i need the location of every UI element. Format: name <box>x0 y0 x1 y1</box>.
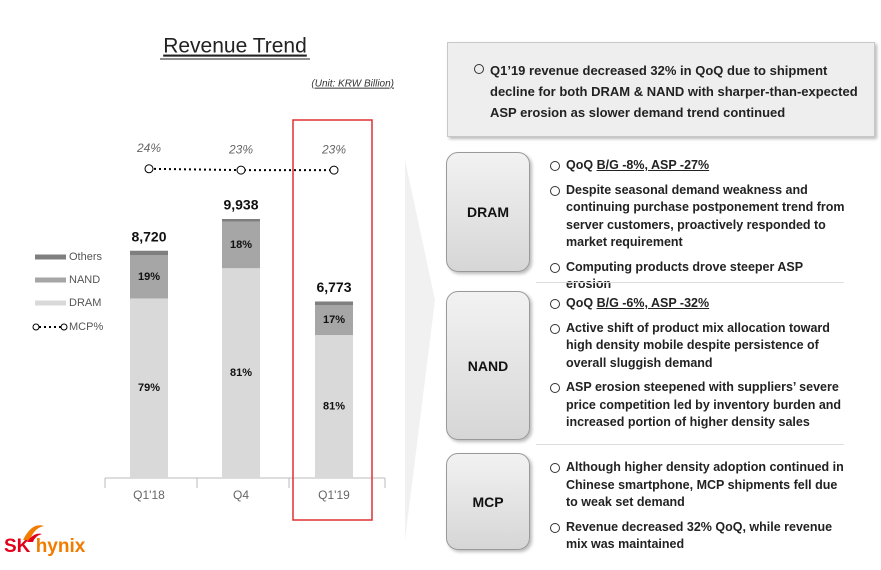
mcp-label: 24% <box>136 141 161 155</box>
x-tick-label: Q1'19 <box>318 488 350 502</box>
bullet-text: Computing products drove steeper ASP ero… <box>566 259 803 292</box>
section-label: NAND <box>446 291 530 440</box>
value-label: 19% <box>138 271 160 283</box>
bullet: ASP erosion steepened with suppliers’ se… <box>550 379 850 432</box>
total-label: 6,773 <box>316 279 351 295</box>
legend-point <box>60 323 68 331</box>
chevron <box>405 160 435 540</box>
value-label: 81% <box>230 367 252 379</box>
separator <box>536 444 844 445</box>
bullet-text: Although higher density adoption continu… <box>566 460 844 509</box>
bullet-list: QoQ B/G -8%, ASP -27% Despite seasonal de… <box>550 157 850 301</box>
logo: SK hynix <box>4 536 85 558</box>
bullet: QoQ B/G -8%, ASP -27% <box>550 157 850 175</box>
total-label: 9,938 <box>223 197 258 213</box>
logo-name: hynix <box>35 536 86 557</box>
separator <box>536 282 844 283</box>
bullet-underlined: B/G -6%, ASP -32% <box>596 296 710 310</box>
logo-mark <box>23 525 44 542</box>
bullet-underlined: B/G -8%, ASP -27% <box>596 158 710 172</box>
bullet-text: QoQ <box>566 296 597 310</box>
bullet-list: Although higher density adoption continu… <box>550 459 850 561</box>
value-label: 17% <box>323 314 345 326</box>
legend-point <box>32 323 40 331</box>
legend-label: DRAM <box>69 297 101 309</box>
bar-segment <box>315 301 353 306</box>
bullet-text: Revenue decreased 32% QoQ, while revenue… <box>566 519 833 552</box>
chart: Revenue Trend (Unit: KRW Billion) Q1'18 7… <box>32 35 435 540</box>
bullet: Revenue decreased 32% QoQ, while revenue… <box>550 519 850 554</box>
bullet: Computing products drove steeper ASP ero… <box>550 259 850 294</box>
mcp-label: 23% <box>228 142 253 156</box>
summary-text: Q1’19 revenue decreased 32% in QoQ due t… <box>474 60 858 123</box>
bar-segment <box>130 298 168 478</box>
bar-segment <box>315 305 353 336</box>
legend-label: NAND <box>69 274 100 286</box>
bullet: QoQ B/G -6%, ASP -32% <box>550 295 850 313</box>
bullet-text: ASP erosion steepened with suppliers’ se… <box>566 380 842 429</box>
mcp-point <box>236 165 246 175</box>
chart-title: Revenue Trend <box>163 35 307 58</box>
bar-segment <box>222 219 260 222</box>
bar-segment <box>130 250 168 256</box>
highlight-box <box>292 119 373 521</box>
bar-segment <box>222 268 260 478</box>
bar-segment <box>222 221 260 269</box>
bullet-text: Despite seasonal demand weakness and con… <box>566 182 845 250</box>
legend-label: MCP% <box>69 321 103 333</box>
x-tick-label: Q4 <box>233 488 249 502</box>
mcp-point <box>144 164 154 174</box>
legend-swatch <box>35 254 66 260</box>
value-label: 81% <box>323 400 345 412</box>
logo-brand: SK <box>4 536 31 557</box>
bullet-text: Active shift of product mix allocation t… <box>566 320 830 370</box>
value-label: 18% <box>230 239 252 251</box>
legend-swatch <box>35 300 66 306</box>
legend-label: Others <box>69 251 103 263</box>
bullet-list: QoQ B/G -6%, ASP -32% Active shift of pro… <box>550 295 850 439</box>
mcp-point <box>329 165 339 175</box>
summary-box: Q1’19 revenue decreased 32% in QoQ due t… <box>447 42 875 137</box>
bullet: Active shift of product mix allocation t… <box>550 320 850 373</box>
bar-segment <box>315 335 353 478</box>
legend-swatch <box>35 277 66 283</box>
mcp-label: 23% <box>321 142 346 156</box>
total-label: 8,720 <box>131 228 166 244</box>
value-label: 79% <box>138 382 160 394</box>
bullet: Despite seasonal demand weakness and con… <box>550 182 850 252</box>
section-label: DRAM <box>446 152 530 272</box>
bullet: Although higher density adoption continu… <box>550 459 850 512</box>
bullet-text: QoQ <box>566 158 597 172</box>
mcp-line <box>148 167 334 172</box>
x-tick-label: Q1'18 <box>133 488 165 502</box>
unit-label: (Unit: KRW Billion) <box>311 79 394 90</box>
section-label: MCP <box>446 453 530 550</box>
bar-segment <box>130 255 168 299</box>
